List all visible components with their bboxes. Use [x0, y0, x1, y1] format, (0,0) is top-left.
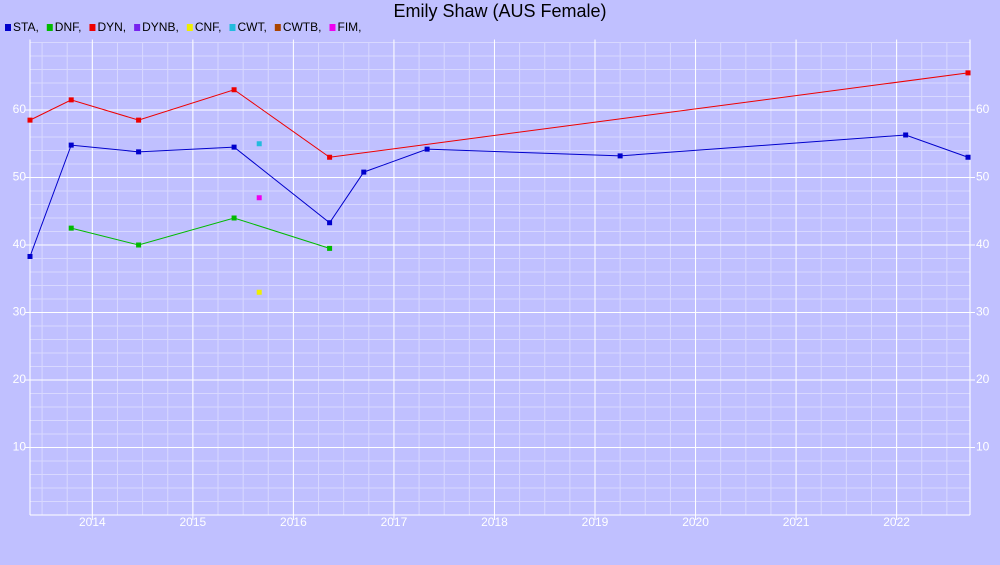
point: [361, 169, 367, 175]
legend-label: CWTB,: [283, 20, 322, 34]
legend-swatch: [89, 24, 96, 31]
legend-label: CWT,: [237, 20, 266, 34]
point: [327, 220, 333, 226]
legend-label: DYN,: [97, 20, 126, 34]
legend-label: CNF,: [195, 20, 222, 34]
x-tick-label: 2017: [381, 515, 408, 529]
point: [68, 97, 74, 103]
y-tick-label: 40: [13, 237, 27, 251]
y-tick-label-right: 50: [976, 170, 990, 184]
point: [27, 117, 33, 123]
point: [27, 253, 33, 259]
y-tick-label: 60: [13, 102, 27, 116]
legend-label: FIM,: [337, 20, 361, 34]
x-tick-label: 2021: [783, 515, 810, 529]
point: [136, 149, 142, 155]
legend-label: DNF,: [55, 20, 82, 34]
x-tick-label: 2015: [180, 515, 207, 529]
y-tick-label-right: 60: [976, 102, 990, 116]
point: [256, 289, 262, 295]
x-tick-label: 2016: [280, 515, 307, 529]
y-tick-label-right: 10: [976, 440, 990, 454]
legend-swatch: [329, 24, 336, 31]
series-line: [71, 217, 330, 249]
y-tick-label-right: 30: [976, 305, 990, 319]
legend-label: STA,: [13, 20, 39, 34]
point: [231, 144, 237, 150]
point: [68, 142, 74, 148]
series-line: [29, 134, 969, 257]
legend-swatch: [46, 24, 53, 31]
point: [327, 245, 333, 251]
x-tick-label: 2019: [582, 515, 609, 529]
point: [965, 154, 971, 160]
y-tick-label-right: 20: [976, 372, 990, 386]
legend-swatch: [274, 24, 281, 31]
point: [256, 141, 262, 147]
legend-label: DYNB,: [142, 20, 179, 34]
chart-title: Emily Shaw (AUS Female): [393, 1, 606, 21]
y-tick-label: 10: [13, 440, 27, 454]
x-tick-label: 2014: [79, 515, 106, 529]
y-tick-label: 30: [13, 305, 27, 319]
point: [424, 146, 430, 152]
y-tick-label: 50: [13, 170, 27, 184]
x-tick-label: 2022: [883, 515, 910, 529]
point: [136, 117, 142, 123]
x-tick-label: 2018: [481, 515, 508, 529]
legend-swatch: [5, 24, 11, 31]
legend-swatch: [134, 24, 141, 31]
point: [256, 195, 262, 201]
series-line: [29, 72, 969, 158]
point: [327, 154, 333, 160]
point: [231, 215, 237, 221]
y-tick-label-right: 40: [976, 237, 990, 251]
y-tick-label: 20: [13, 372, 27, 386]
x-tick-label: 2020: [682, 515, 709, 529]
point: [965, 70, 971, 76]
point: [68, 225, 74, 231]
legend-swatch: [229, 24, 236, 31]
point: [617, 153, 623, 159]
legend-swatch: [186, 24, 193, 31]
point: [231, 87, 237, 93]
point: [136, 242, 142, 248]
point: [903, 132, 909, 138]
